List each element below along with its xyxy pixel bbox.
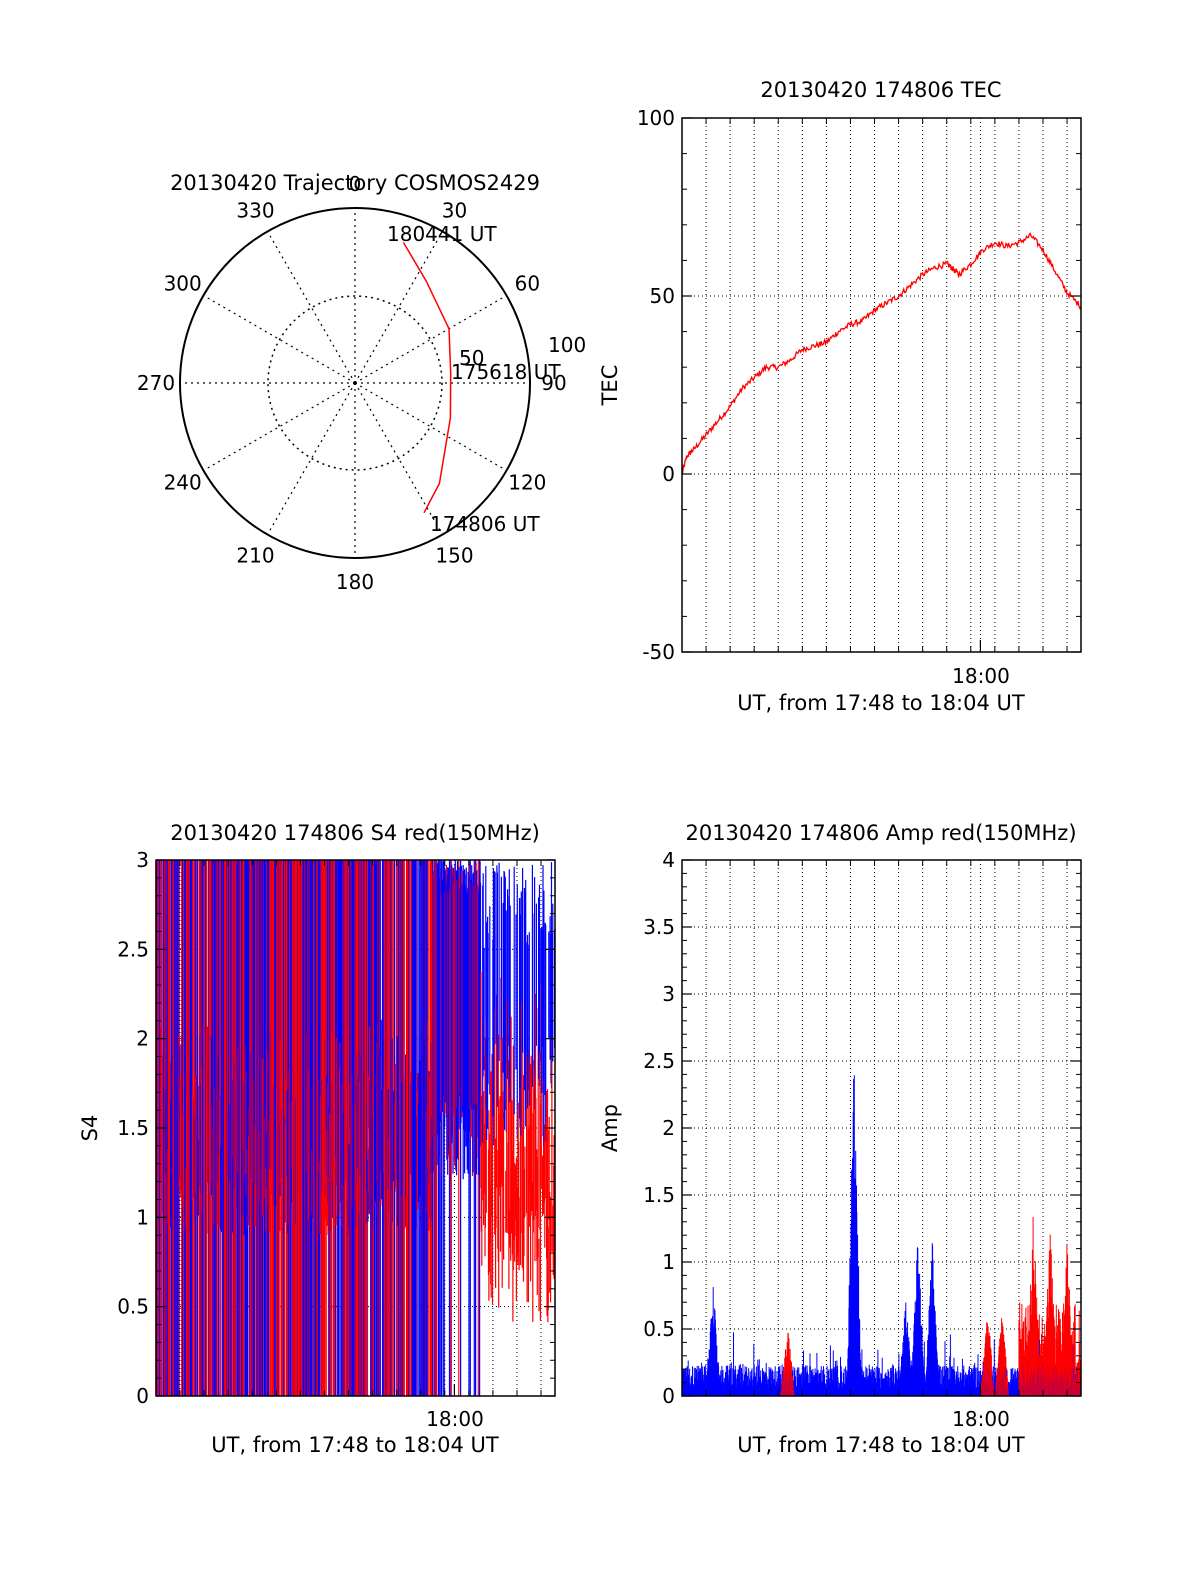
y-tick-label: 2 bbox=[136, 1027, 149, 1051]
polar-spoke bbox=[203, 382, 356, 472]
y-tick-label: 3.5 bbox=[643, 915, 675, 939]
tec-ticks: -50 0 50 100 bbox=[637, 106, 1081, 664]
tec-chart: 20130420 174806 TEC -50 0 50 100 18:00 UT, … bbox=[598, 78, 1082, 715]
azimuth-label: 150 bbox=[435, 543, 473, 567]
trajectory-track bbox=[402, 242, 452, 514]
amp-data bbox=[681, 1075, 1082, 1396]
tec-series-line bbox=[681, 231, 1082, 475]
tec-plot-frame bbox=[681, 117, 1082, 653]
amp-x-tick-label: 18:00 bbox=[952, 1407, 1010, 1431]
s4-x-tick-label: 18:00 bbox=[426, 1407, 484, 1431]
azimuth-label: 240 bbox=[164, 471, 202, 495]
tec-y-axis-label: TEC bbox=[598, 365, 622, 407]
azimuth-label: 270 bbox=[137, 371, 175, 395]
tec-x-tick-label: 18:00 bbox=[952, 664, 1010, 688]
y-tick-label: 2 bbox=[662, 1116, 675, 1140]
amp-ticks: 0 0.5 1 1.5 2 2.5 3 3.5 4 bbox=[643, 848, 1081, 1408]
y-tick-label: 0 bbox=[662, 1384, 675, 1408]
y-tick-label: 0.5 bbox=[117, 1295, 149, 1319]
azimuth-label: 30 bbox=[442, 199, 467, 223]
amp-plot-frame bbox=[681, 859, 1082, 1397]
polar-azimuth-labels: 0 30 60 90 120 150 180 210 240 270 300 330 bbox=[137, 172, 567, 594]
amp-chart: 20130420 174806 Amp red(150MHz) 0 0.5 1 1.5… bbox=[598, 821, 1082, 1457]
y-tick-label: 50 bbox=[650, 284, 675, 308]
s4-y-axis-label: S4 bbox=[78, 1115, 102, 1142]
azimuth-label: 60 bbox=[515, 272, 540, 296]
amp-grid bbox=[682, 860, 1081, 1396]
amp-x-axis-label: UT, from 17:48 to 18:04 UT bbox=[737, 1433, 1025, 1457]
tec-title: 20130420 174806 TEC bbox=[760, 78, 1001, 102]
y-tick-label: 1.5 bbox=[643, 1183, 675, 1207]
s4-chart: 20130420 174806 S4 red(150MHz) 0 0.5 1 1.5 2… bbox=[78, 821, 556, 1457]
y-tick-label: 0 bbox=[136, 1384, 149, 1408]
polar-inner-ring bbox=[267, 295, 443, 471]
tec-x-axis-label: UT, from 17:48 to 18:04 UT bbox=[737, 691, 1025, 715]
azimuth-label: 330 bbox=[236, 199, 274, 223]
s4-x-axis-label: UT, from 17:48 to 18:04 UT bbox=[211, 1433, 499, 1457]
trajectory-title: 20130420 Trajectory COSMOS2429 bbox=[170, 171, 540, 195]
polar-spoke bbox=[354, 231, 444, 384]
amp-title: 20130420 174806 Amp red(150MHz) bbox=[685, 821, 1076, 845]
radial-tick-label-100: 100 bbox=[548, 333, 586, 357]
polar-grid bbox=[180, 208, 530, 558]
annotation-mid-time: 175618 UT bbox=[451, 360, 561, 384]
polar-spoke bbox=[354, 382, 444, 535]
s4-data bbox=[155, 860, 556, 1396]
y-tick-label: 0 bbox=[662, 462, 675, 486]
polar-spoke bbox=[203, 294, 356, 384]
y-tick-label: 2.5 bbox=[643, 1049, 675, 1073]
polar-spoke bbox=[266, 231, 356, 384]
annotation-end-time: 180441 UT bbox=[387, 222, 497, 246]
polar-spoke bbox=[354, 294, 507, 384]
azimuth-label: 210 bbox=[236, 543, 274, 567]
annotation-start-time: 174806 UT bbox=[430, 512, 540, 536]
y-tick-label: 1 bbox=[662, 1250, 675, 1274]
y-tick-label: 1.5 bbox=[117, 1116, 149, 1140]
azimuth-label: 90 bbox=[541, 371, 566, 395]
s4-ticks: 0 0.5 1 1.5 2 2.5 3 bbox=[117, 848, 555, 1408]
azimuth-label: 120 bbox=[508, 471, 546, 495]
y-tick-label: 3 bbox=[662, 982, 675, 1006]
y-tick-label: 3 bbox=[136, 848, 149, 872]
y-tick-label: 100 bbox=[637, 106, 675, 130]
y-tick-label: 0.5 bbox=[643, 1317, 675, 1341]
tec-grid bbox=[682, 118, 1081, 652]
y-tick-label: 1 bbox=[136, 1205, 149, 1229]
y-tick-label: 2.5 bbox=[117, 937, 149, 961]
radial-tick-label-50: 50 bbox=[459, 346, 484, 370]
azimuth-label: 300 bbox=[164, 272, 202, 296]
trajectory-chart: 20130420 Trajectory COSMOS2429 0 30 60 90 12… bbox=[137, 171, 586, 594]
azimuth-label: 0 bbox=[349, 172, 362, 196]
polar-outer-ring bbox=[179, 207, 531, 559]
y-tick-label: 4 bbox=[662, 848, 675, 872]
s4-title: 20130420 174806 S4 red(150MHz) bbox=[170, 821, 540, 845]
azimuth-label: 180 bbox=[336, 570, 374, 594]
polar-spoke bbox=[354, 382, 507, 472]
y-tick-label: -50 bbox=[642, 640, 675, 664]
polar-spoke bbox=[266, 382, 356, 535]
amp-y-axis-label: Amp bbox=[598, 1104, 622, 1152]
